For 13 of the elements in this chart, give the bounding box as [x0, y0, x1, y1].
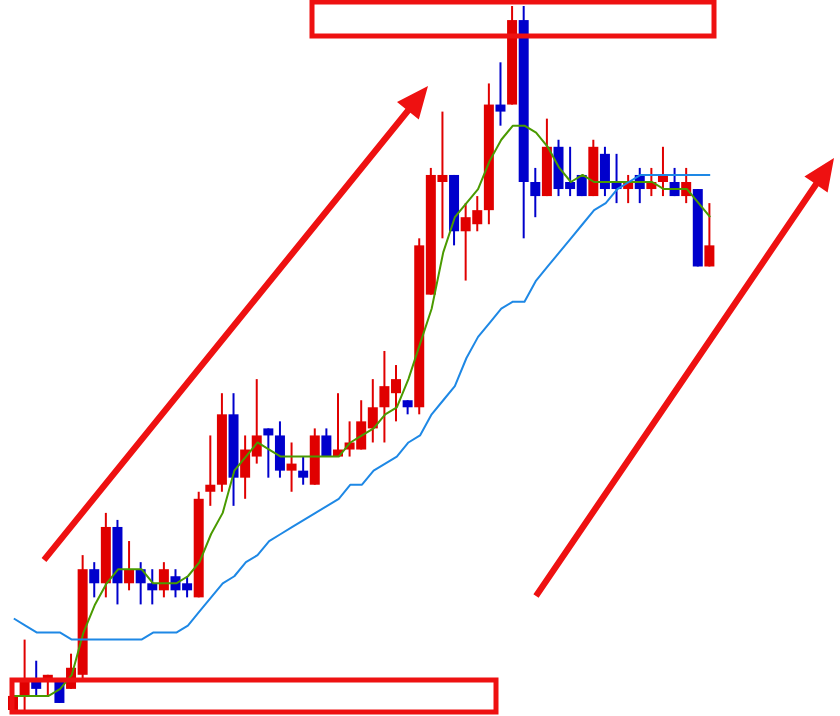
candlestick [321, 427, 332, 458]
candlestick [124, 540, 135, 592]
candlestick [495, 61, 506, 127]
candlestick [205, 434, 216, 507]
candlestick [263, 427, 274, 479]
candlestick [89, 561, 100, 599]
candlestick [298, 455, 309, 486]
candlestick [286, 441, 297, 493]
candlestick [530, 166, 541, 219]
candlestick [274, 420, 285, 479]
candlestick [158, 561, 169, 599]
candlestick [704, 202, 715, 268]
candlestick [147, 568, 158, 606]
